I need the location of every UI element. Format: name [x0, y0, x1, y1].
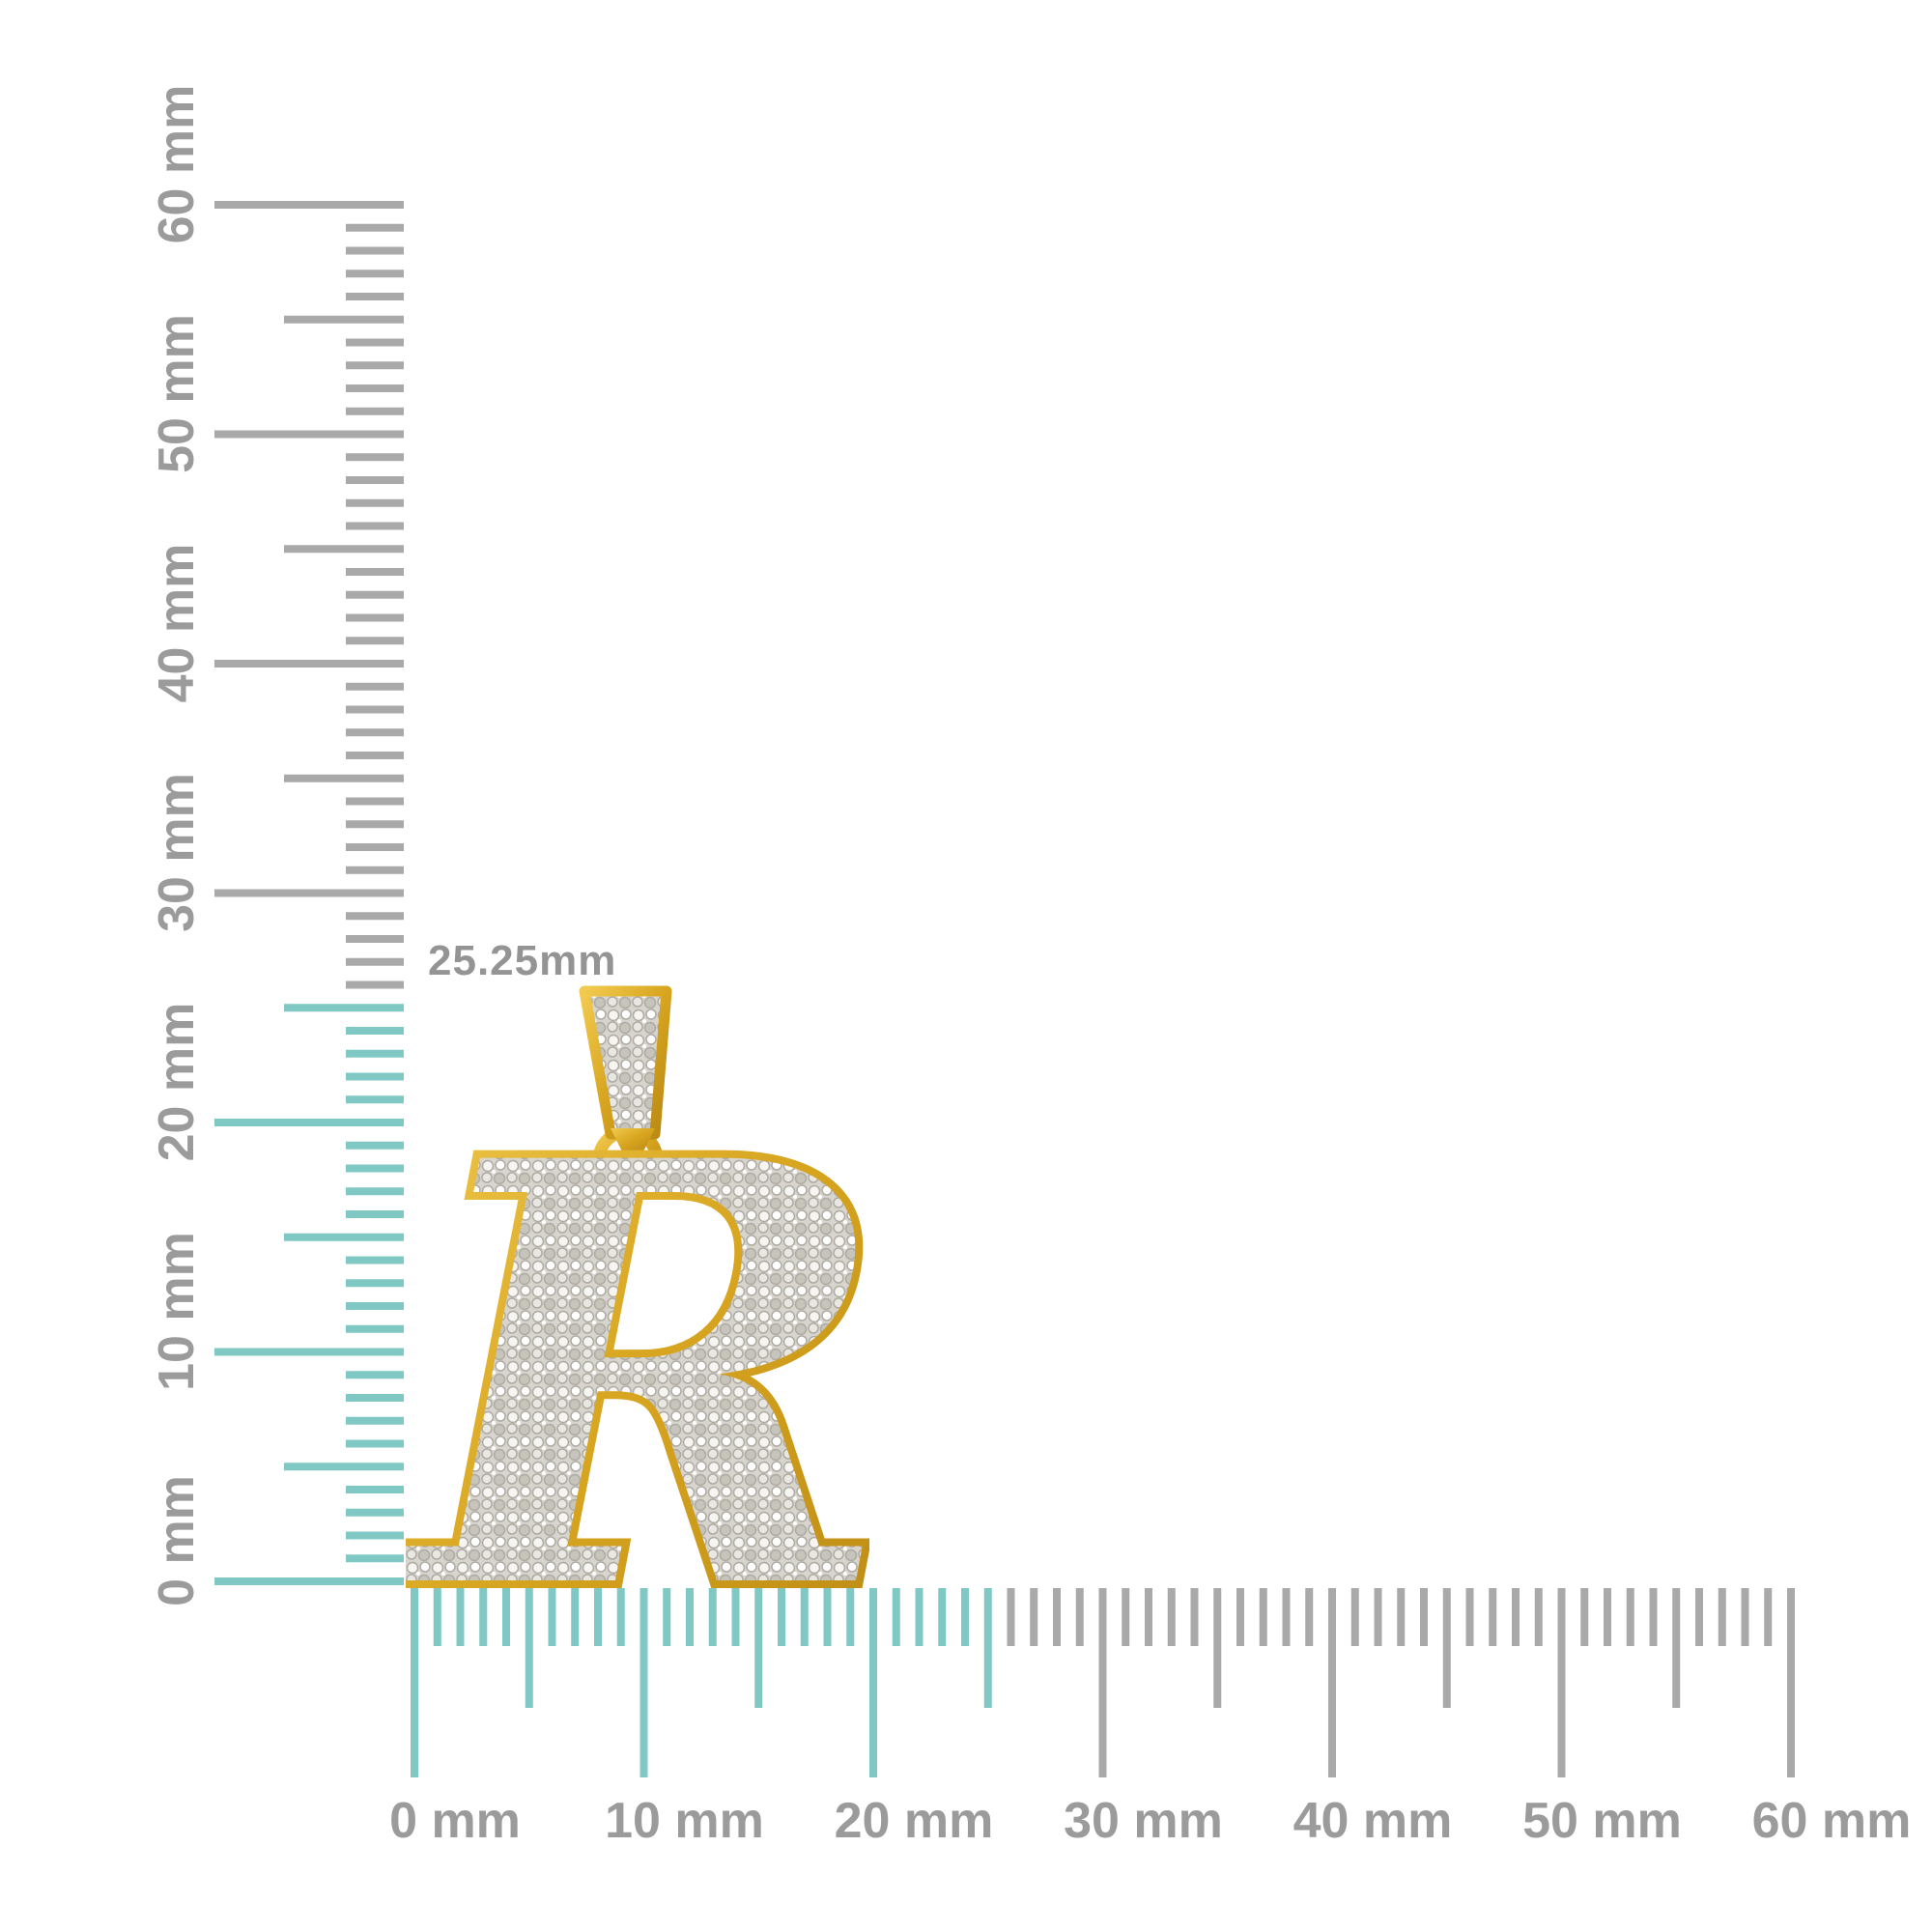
vertical-ruler-label-20mm: 20 mm: [149, 1003, 205, 1162]
vertical-ruler-label-60mm: 60 mm: [149, 85, 205, 244]
dimension-label: 25.25mm: [428, 937, 617, 984]
vertical-ruler-label-40mm: 40 mm: [149, 544, 205, 703]
horizontal-ruler-label-30mm: 30 mm: [1064, 1793, 1223, 1849]
vertical-ruler-label-50mm: 50 mm: [149, 314, 205, 473]
pendant-bail-base: [611, 1128, 655, 1151]
horizontal-ruler-label-60mm: 60 mm: [1752, 1793, 1912, 1849]
horizontal-ruler-label-20mm: 20 mm: [835, 1793, 994, 1849]
horizontal-ruler-label-40mm: 40 mm: [1293, 1793, 1453, 1849]
pendant-image: R: [406, 985, 869, 1592]
horizontal-ruler-label-0mm: 0 mm: [389, 1793, 521, 1849]
pendant-letter: R: [406, 1037, 869, 1592]
vertical-ruler-label-30mm: 30 mm: [149, 773, 205, 932]
horizontal-ruler-label-10mm: 10 mm: [605, 1793, 764, 1849]
pendant-bail: [579, 985, 672, 1140]
vertical-ruler-label-0mm: 0 mm: [149, 1475, 205, 1606]
horizontal-ruler-label-50mm: 50 mm: [1522, 1793, 1682, 1849]
vertical-ruler-label-10mm: 10 mm: [149, 1232, 205, 1391]
